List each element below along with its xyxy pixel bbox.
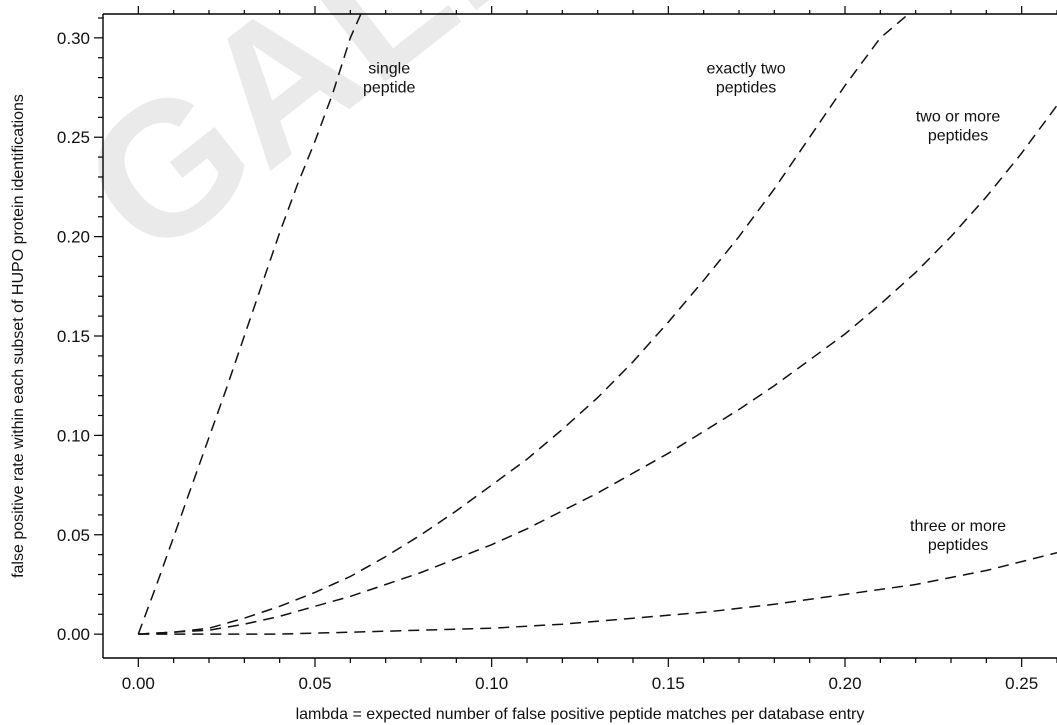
y-tick-label: 0.30 (57, 29, 90, 48)
x-tick-label: 0.00 (122, 674, 155, 693)
series-line-4 (138, 551, 1057, 635)
series-annotation-1: single (368, 61, 410, 78)
y-tick-label: 0.00 (57, 625, 90, 644)
series-layer (137, 14, 1057, 635)
series-annotation-3: peptides (928, 127, 989, 144)
series-annotation-4: three or more (910, 518, 1006, 535)
x-tick-label: 0.10 (475, 674, 508, 693)
series-annotation-1: peptide (363, 80, 416, 97)
x-axis-title: lambda = expected number of false positi… (296, 706, 865, 723)
y-axis-title: false positive rate within each subset o… (10, 94, 27, 578)
x-tick-label: 0.25 (1005, 674, 1038, 693)
y-tick-label: 0.15 (57, 327, 90, 346)
x-tick-label: 0.15 (652, 674, 685, 693)
series-annotation-3: two or more (916, 108, 1001, 125)
x-axis: 0.00 0.05 0.10 0.15 0.20 0.25 (122, 6, 1057, 693)
x-tick-label: 0.05 (298, 674, 331, 693)
watermark: GALLE (45, 0, 683, 297)
y-tick-label: 0.25 (57, 128, 90, 147)
series-annotation-4: peptides (928, 537, 989, 554)
series-annotation-2: peptides (716, 80, 777, 97)
y-tick-label: 0.10 (57, 426, 90, 445)
y-tick-label: 0.20 (57, 228, 90, 247)
series-line-2 (138, 14, 910, 635)
y-axis: 0.00 0.05 0.10 0.15 0.20 0.25 0.30 (57, 17, 103, 644)
y-tick-label: 0.05 (57, 526, 90, 545)
series-line-1 (137, 14, 362, 635)
annotation-layer: single peptide exactly two peptides two or m… (363, 61, 1006, 554)
x-tick-label: 0.20 (828, 674, 861, 693)
series-annotation-2: exactly two (706, 61, 785, 78)
